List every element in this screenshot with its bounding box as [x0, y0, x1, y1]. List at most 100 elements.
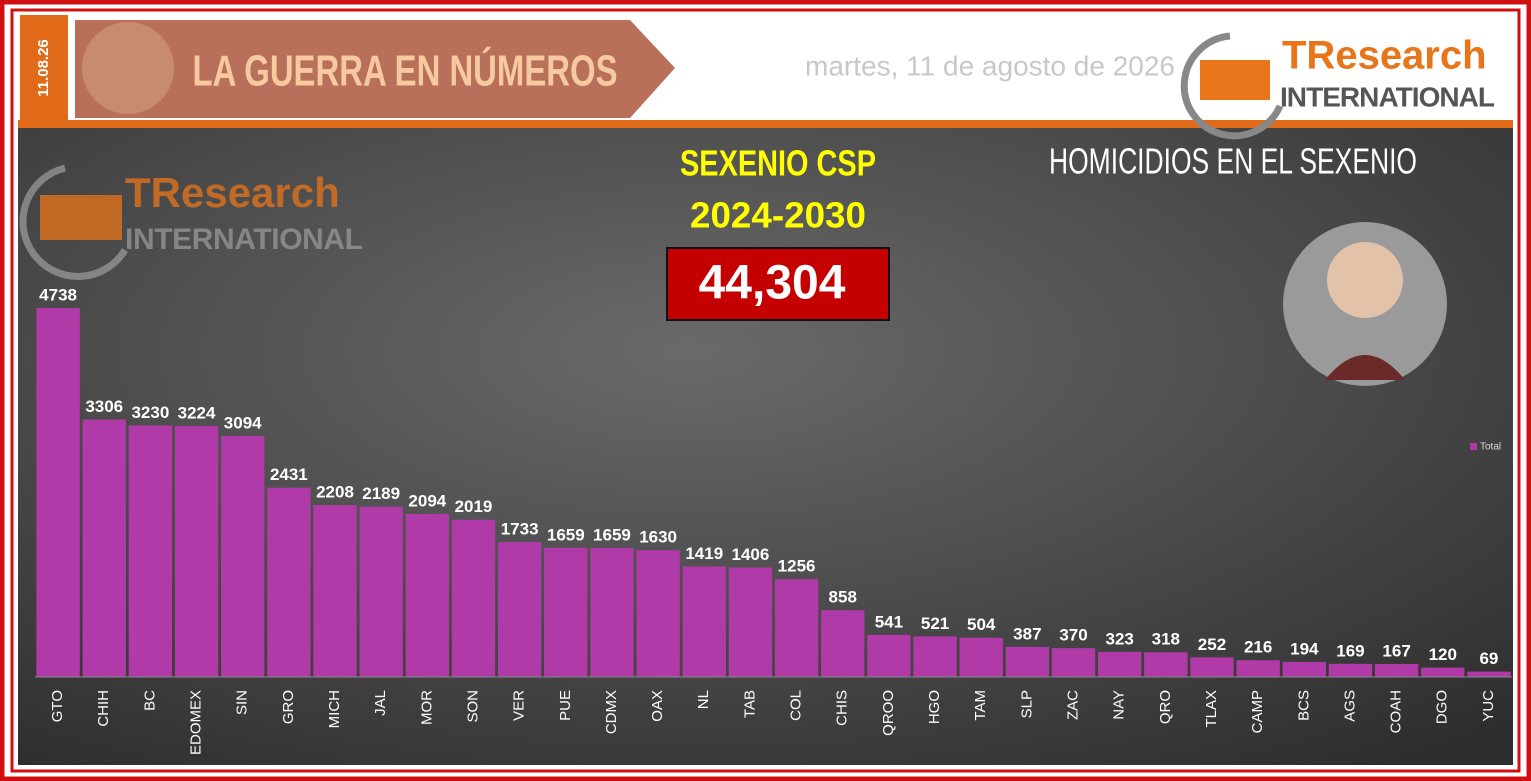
value-label: 2019	[455, 497, 493, 516]
value-label: 167	[1382, 641, 1410, 660]
portrait-body	[1325, 355, 1405, 380]
x-tick-label: CAMP	[1249, 690, 1266, 733]
x-tick-label: GRO	[280, 690, 297, 724]
value-label: 1659	[593, 525, 631, 544]
logo-arc	[1180, 32, 1284, 140]
inner-border	[10, 8, 1521, 773]
total-value: 44,304	[699, 257, 846, 310]
value-label: 169	[1336, 641, 1364, 660]
x-tick-label: SON	[464, 690, 481, 723]
logo-arc	[19, 164, 128, 280]
value-label: 1733	[501, 520, 539, 539]
value-label: 521	[921, 614, 949, 633]
x-tick-label: QROO	[880, 690, 897, 736]
bar	[451, 519, 496, 677]
bar	[774, 579, 819, 677]
bar	[1144, 652, 1188, 677]
x-tick-label: OAX	[649, 690, 666, 722]
bar	[1005, 646, 1050, 677]
bar	[1236, 660, 1280, 677]
value-label: 120	[1429, 645, 1457, 664]
x-tick-label: MOR	[418, 690, 435, 725]
bar	[682, 566, 726, 677]
logo-icon	[40, 195, 122, 240]
x-tick-label: JAL	[372, 690, 389, 716]
x-tick-label: NAY	[1111, 690, 1128, 720]
x-tick-label: SLP	[1018, 690, 1035, 718]
value-label: 1406	[732, 545, 770, 564]
bar	[405, 513, 450, 677]
x-tick-label: CDMX	[603, 690, 620, 734]
x-tick-label: DGO	[1434, 690, 1451, 724]
logo-sub: INTERNATIONAL	[1280, 81, 1495, 112]
bar	[174, 425, 219, 677]
x-tick-label: GTO	[49, 690, 66, 722]
x-tick-label: CHIS	[834, 690, 851, 726]
x-tick-label: TAB	[741, 690, 758, 718]
title-banner	[75, 20, 675, 118]
bar	[1190, 657, 1234, 677]
x-tick-label: BCS	[1295, 690, 1312, 721]
value-label: 3230	[131, 403, 169, 422]
value-label: 1659	[547, 525, 585, 544]
bar	[590, 547, 634, 677]
value-label: 2208	[316, 483, 354, 502]
bar	[82, 419, 126, 677]
value-label: 252	[1198, 635, 1226, 654]
value-label: 4738	[39, 285, 77, 304]
value-label: 318	[1152, 630, 1180, 649]
x-tick-label: COAH	[1388, 690, 1405, 733]
header-date: martes, 11 de agosto de 2026	[805, 50, 1175, 81]
value-label: 858	[829, 588, 857, 607]
date-tab	[20, 15, 68, 120]
watermark-logo: TResearch INTERNATIONAL	[19, 164, 363, 280]
portrait-face	[1327, 242, 1403, 318]
bar	[1282, 661, 1326, 677]
value-label: 370	[1059, 626, 1087, 645]
x-tick-label: BC	[141, 690, 158, 711]
bar	[544, 547, 588, 677]
value-label: 3306	[85, 397, 123, 416]
header-rule	[18, 120, 1513, 128]
header-title: LA GUERRA EN NÚMEROS	[193, 46, 618, 96]
bar	[1374, 663, 1419, 677]
value-label: 216	[1244, 638, 1272, 657]
date-tab-text: 11.08.26	[35, 39, 52, 97]
bar	[867, 634, 911, 677]
chart-subtitle: HOMICIDIOS EN EL SEXENIO	[1049, 141, 1417, 182]
bar	[497, 542, 542, 677]
bar	[313, 505, 357, 677]
value-label: 69	[1479, 649, 1498, 668]
map-icon	[82, 22, 174, 114]
logo-main: TResearch	[125, 169, 340, 216]
value-label: 194	[1290, 639, 1319, 658]
total-box	[666, 247, 890, 321]
x-tick-label: ZAC	[1064, 690, 1081, 720]
logo-main: TResearch	[1282, 34, 1487, 78]
value-label: 504	[967, 615, 996, 634]
bar	[1467, 671, 1511, 677]
value-label: 2094	[408, 491, 446, 510]
period-title: SEXENIO CSP	[680, 143, 876, 184]
x-tick-label: NL	[695, 690, 712, 709]
x-tick-label: HGO	[926, 690, 943, 724]
value-label: 2189	[362, 484, 400, 503]
value-label: 1630	[639, 528, 677, 547]
header-logo: TResearch INTERNATIONAL	[1180, 32, 1495, 140]
x-tick-label: MICH	[326, 690, 343, 728]
period-years: 2024-2030	[690, 195, 866, 236]
x-tick-label: TLAX	[1203, 690, 1220, 728]
bar	[1051, 648, 1096, 677]
x-tick-label: CHIH	[95, 690, 112, 727]
value-label: 387	[1013, 624, 1041, 643]
logo-sub: INTERNATIONAL	[125, 223, 363, 256]
x-tick-label: VER	[511, 690, 528, 721]
x-tick-label: EDOMEX	[188, 690, 205, 755]
bar	[728, 567, 773, 677]
value-label: 3094	[224, 414, 262, 433]
value-label: 2431	[270, 465, 308, 484]
bar	[1421, 667, 1465, 677]
bar	[636, 550, 680, 677]
value-label: 541	[875, 612, 903, 631]
